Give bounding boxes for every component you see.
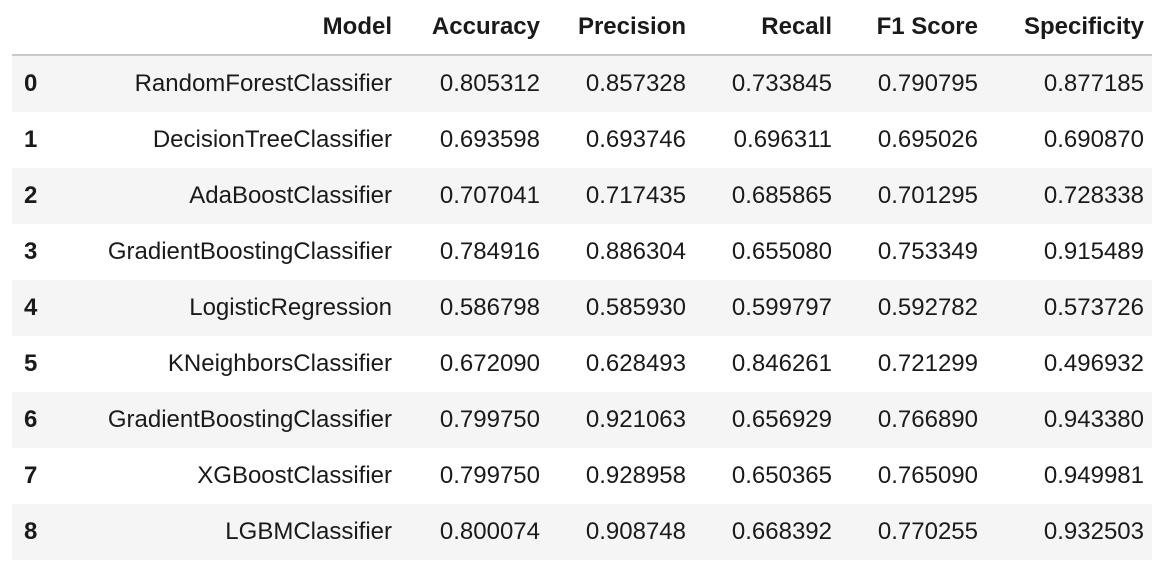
header-accuracy: Accuracy — [400, 0, 548, 56]
cell-accuracy: 0.799750 — [439, 462, 540, 489]
table-row: 4 LogisticRegression 0.586798 0.585930 0… — [12, 280, 1152, 336]
cell-recall: 0.655080 — [731, 238, 832, 265]
cell-recall: 0.733845 — [731, 70, 832, 97]
cell-precision: 0.693746 — [585, 126, 686, 153]
header-index — [12, 0, 62, 56]
cell-f1-score: 0.701295 — [877, 182, 978, 209]
cell-f1-score: 0.766890 — [877, 406, 978, 433]
header-model: Model — [62, 0, 400, 56]
cell-accuracy: 0.693598 — [439, 126, 540, 153]
cell-recall: 0.656929 — [731, 406, 832, 433]
cell-precision: 0.857328 — [585, 70, 686, 97]
cell-f1-score: 0.695026 — [877, 126, 978, 153]
table-body: 0 RandomForestClassifier 0.805312 0.8573… — [12, 55, 1152, 560]
cell-model: GradientBoostingClassifier — [107, 406, 392, 433]
results-table: Model Accuracy Precision Recall F1 Score… — [12, 0, 1152, 560]
cell-precision: 0.928958 — [585, 462, 686, 489]
row-index: 0 — [24, 70, 38, 97]
cell-f1-score: 0.765090 — [877, 462, 978, 489]
row-index: 4 — [24, 294, 38, 321]
cell-specificity: 0.943380 — [1043, 406, 1144, 433]
cell-precision: 0.717435 — [585, 182, 686, 209]
cell-recall: 0.599797 — [731, 294, 832, 321]
cell-accuracy: 0.805312 — [439, 70, 540, 97]
cell-accuracy: 0.799750 — [439, 406, 540, 433]
cell-f1-score: 0.721299 — [877, 350, 978, 377]
cell-accuracy: 0.784916 — [439, 238, 540, 265]
cell-specificity: 0.877185 — [1043, 70, 1144, 97]
cell-accuracy: 0.800074 — [439, 518, 540, 545]
row-index: 3 — [24, 238, 38, 265]
cell-recall: 0.668392 — [731, 518, 832, 545]
cell-precision: 0.921063 — [585, 406, 686, 433]
cell-precision: 0.585930 — [585, 294, 686, 321]
cell-accuracy: 0.707041 — [439, 182, 540, 209]
cell-specificity: 0.915489 — [1043, 238, 1144, 265]
cell-recall: 0.846261 — [731, 350, 832, 377]
row-index: 1 — [24, 126, 38, 153]
cell-accuracy: 0.586798 — [439, 294, 540, 321]
table-row: 3 GradientBoostingClassifier 0.784916 0.… — [12, 224, 1152, 280]
cell-model: KNeighborsClassifier — [167, 350, 392, 377]
cell-recall: 0.650365 — [731, 462, 832, 489]
cell-model: XGBoostClassifier — [197, 462, 392, 489]
dataframe-output: Model Accuracy Precision Recall F1 Score… — [12, 0, 1152, 560]
table-row: 8 LGBMClassifier 0.800074 0.908748 0.668… — [12, 504, 1152, 560]
cell-model: LGBMClassifier — [225, 518, 392, 545]
cell-model: AdaBoostClassifier — [189, 182, 392, 209]
cell-precision: 0.908748 — [585, 518, 686, 545]
header-row: Model Accuracy Precision Recall F1 Score… — [12, 0, 1152, 56]
cell-specificity: 0.932503 — [1043, 518, 1144, 545]
table-row: 0 RandomForestClassifier 0.805312 0.8573… — [12, 55, 1152, 112]
cell-f1-score: 0.592782 — [877, 294, 978, 321]
cell-specificity: 0.496932 — [1043, 350, 1144, 377]
cell-specificity: 0.690870 — [1043, 126, 1144, 153]
table-row: 5 KNeighborsClassifier 0.672090 0.628493… — [12, 336, 1152, 392]
header-f1-score: F1 Score — [840, 0, 986, 56]
header-specificity: Specificity — [986, 0, 1152, 56]
row-index: 6 — [24, 406, 38, 433]
header-precision: Precision — [548, 0, 694, 56]
cell-model: LogisticRegression — [189, 294, 392, 321]
cell-f1-score: 0.770255 — [877, 518, 978, 545]
cell-specificity: 0.728338 — [1043, 182, 1144, 209]
cell-precision: 0.886304 — [585, 238, 686, 265]
table-row: 7 XGBoostClassifier 0.799750 0.928958 0.… — [12, 448, 1152, 504]
cell-accuracy: 0.672090 — [439, 350, 540, 377]
cell-precision: 0.628493 — [585, 350, 686, 377]
cell-specificity: 0.949981 — [1043, 462, 1144, 489]
table-row: 2 AdaBoostClassifier 0.707041 0.717435 0… — [12, 168, 1152, 224]
header-recall: Recall — [694, 0, 840, 56]
row-index: 5 — [24, 350, 38, 377]
row-index: 8 — [24, 518, 38, 545]
cell-model: GradientBoostingClassifier — [107, 238, 392, 265]
table-row: 6 GradientBoostingClassifier 0.799750 0.… — [12, 392, 1152, 448]
table-row: 1 DecisionTreeClassifier 0.693598 0.6937… — [12, 112, 1152, 168]
cell-model: DecisionTreeClassifier — [152, 126, 392, 153]
table-header: Model Accuracy Precision Recall F1 Score… — [12, 0, 1152, 56]
cell-model: RandomForestClassifier — [134, 70, 392, 97]
cell-recall: 0.696311 — [733, 126, 832, 153]
row-index: 7 — [24, 462, 38, 489]
cell-f1-score: 0.790795 — [877, 70, 978, 97]
cell-specificity: 0.573726 — [1043, 294, 1144, 321]
cell-recall: 0.685865 — [731, 182, 832, 209]
row-index: 2 — [24, 182, 38, 209]
cell-f1-score: 0.753349 — [877, 238, 978, 265]
